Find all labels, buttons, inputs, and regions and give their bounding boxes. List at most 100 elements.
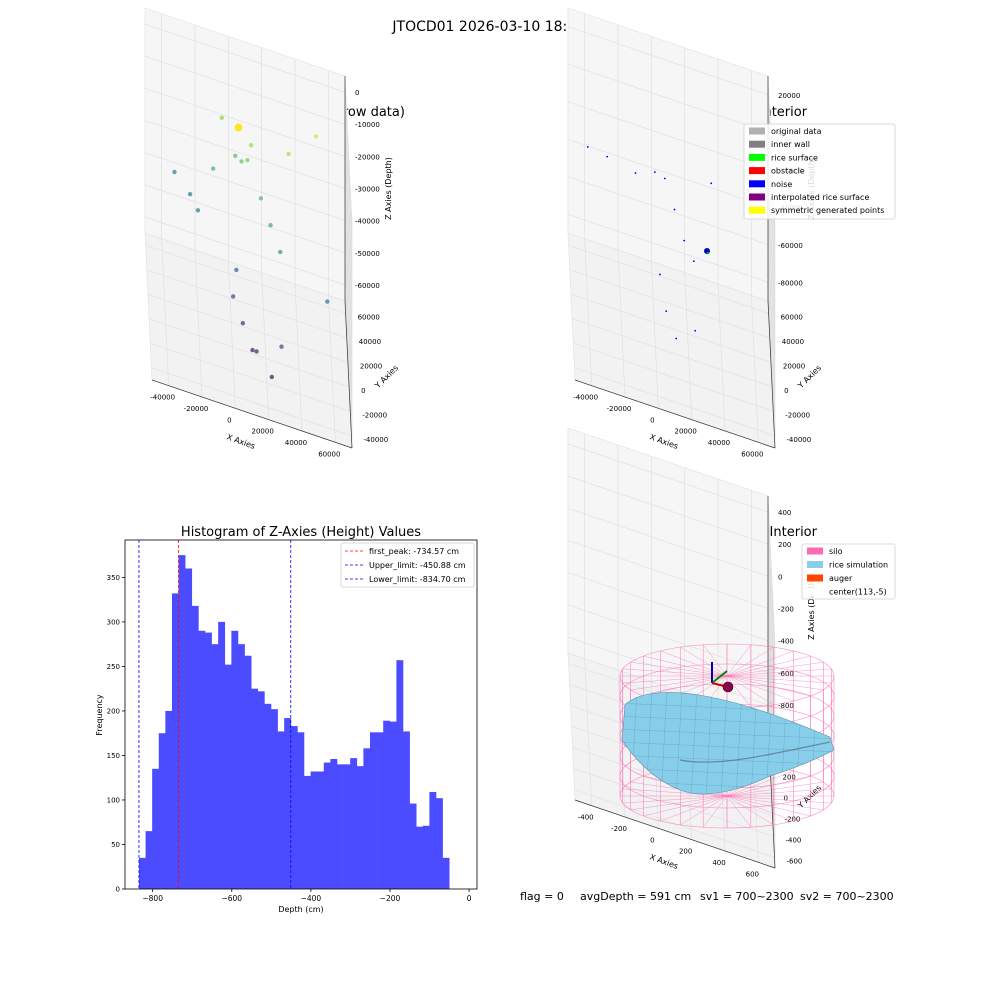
silo-top-spoke: [726, 675, 794, 702]
y-axis-line: [344, 300, 353, 449]
data-point: [286, 151, 291, 157]
silo-top-spoke: [702, 644, 728, 677]
x-tick-label: 60000: [318, 450, 340, 458]
histogram-vlines: [138, 540, 292, 889]
avg-depth-text: avgDepth = 591 cm: [580, 890, 691, 903]
histogram-bar: [158, 733, 166, 889]
histogram-legend: first_peak: -734.57 cm Upper_limit: -450.…: [340, 542, 475, 588]
rice-mesh-line: [735, 692, 743, 795]
histogram-bar: [244, 655, 252, 889]
x-tick-label: -400: [578, 814, 594, 822]
y-tick-label: 40000: [359, 338, 381, 346]
histogram-bar: [165, 710, 173, 889]
histogram-bar: [396, 660, 404, 889]
silo-bottom-spoke: [726, 795, 752, 828]
x-tick-label: 400: [712, 859, 725, 867]
z-tick-label: 400: [778, 509, 791, 517]
x-tick-label: −600: [221, 894, 242, 903]
data-point: [278, 249, 283, 255]
rice-mesh-line: [622, 741, 834, 753]
histogram-bar: [336, 764, 344, 889]
y-tick-label: -40000: [786, 436, 811, 444]
histogram-bar: [218, 621, 226, 889]
legend-label: interpolated rice surface: [771, 193, 869, 202]
silo-top-spoke: [726, 675, 832, 684]
classify-3d-plot: 3D classify of Silo Interior -40000-2000…: [567, 7, 896, 458]
silo-top-spoke: [726, 675, 811, 697]
histogram-bar: [290, 726, 298, 889]
histogram-bar: [416, 826, 424, 889]
legend-box: [801, 543, 896, 600]
z-tick-label: -600: [778, 670, 794, 678]
x-tick-label: 0: [227, 416, 231, 424]
legend-label: first_peak: -734.57 cm: [369, 547, 459, 556]
z-axis-label: Z Axies (Depth): [807, 577, 816, 640]
legend-label: Upper_limit: -450.88 cm: [369, 561, 466, 570]
histogram-ylabel: Frequency: [95, 694, 104, 736]
data-point: [248, 143, 254, 148]
rice-surface-point: [706, 251, 710, 255]
silo-bottom-spoke: [726, 795, 774, 826]
legend-label: inner wall: [771, 140, 810, 149]
z-tick-label: -40000: [355, 218, 380, 226]
legend-label: original data: [771, 127, 822, 136]
histogram-bar: [270, 709, 278, 889]
sv1-text: sv1 = 700~2300: [700, 890, 794, 903]
data-point: [313, 134, 319, 139]
silo-top-spoke: [660, 650, 728, 677]
grid-line: [328, 70, 336, 443]
histogram-bar: [317, 771, 325, 889]
simulation-axes: -400 -200 0 200 400 600 -600 -400 -200 0 200 400 600…: [567, 427, 823, 878]
noise-point: [663, 177, 666, 180]
x-tick-label: 40000: [285, 439, 307, 447]
histogram-bar: [436, 798, 443, 889]
x-tick-label: 600: [746, 870, 759, 878]
x-axis-line: [151, 379, 353, 449]
y-tick-label: 0: [784, 795, 788, 803]
z-tick-label: -10000: [355, 121, 380, 129]
auger-center-marker: [722, 681, 734, 693]
noise-point: [683, 239, 686, 242]
silo-bottom-spoke: [643, 795, 728, 817]
histogram-bar: [356, 766, 364, 889]
silo-top-spoke: [726, 661, 824, 677]
silo-bottom-spoke: [726, 781, 824, 797]
data-point: [325, 299, 330, 304]
histogram-frame: [124, 539, 478, 890]
y-tick-label: 200: [783, 774, 796, 782]
y-tick-label: -600: [787, 858, 803, 866]
z-axis-label: Z Axies (Depth): [384, 157, 393, 220]
silo-top-spoke: [726, 675, 774, 706]
legend-swatch: [749, 167, 765, 175]
rice-mesh-line: [690, 692, 698, 795]
grid-line: [684, 47, 692, 420]
data-point: [172, 169, 177, 175]
noise-point: [665, 310, 668, 313]
silo-bottom-spoke: [660, 795, 728, 822]
legend-swatch: [749, 153, 765, 161]
data-point: [254, 349, 259, 354]
x-tick-label: -20000: [607, 405, 632, 413]
silo-bottom-spoke: [680, 795, 728, 826]
histogram-bar: [422, 825, 430, 889]
histogram-title: Histogram of Z-Axies (Height) Values: [181, 525, 421, 540]
y-tick-label: 50: [111, 841, 120, 849]
legend-swatch: [749, 206, 765, 214]
legend-label: auger: [829, 574, 853, 583]
silo-top-spoke: [643, 655, 728, 677]
histogram-bar: [363, 748, 371, 889]
silo-top-spoke: [726, 675, 752, 708]
histogram-bar: [264, 703, 272, 889]
silo-top-spoke: [622, 668, 728, 677]
histogram-bar: [369, 732, 377, 889]
noise-point: [659, 273, 661, 276]
noise-point: [634, 172, 637, 174]
grid-line: [584, 433, 592, 806]
noise-point: [675, 337, 678, 340]
legend-label: obstacle: [771, 167, 805, 176]
data-point: [268, 222, 273, 228]
legend-swatch: [749, 127, 765, 135]
classify-plot-points: [586, 146, 749, 340]
histogram-bars: [138, 555, 450, 889]
